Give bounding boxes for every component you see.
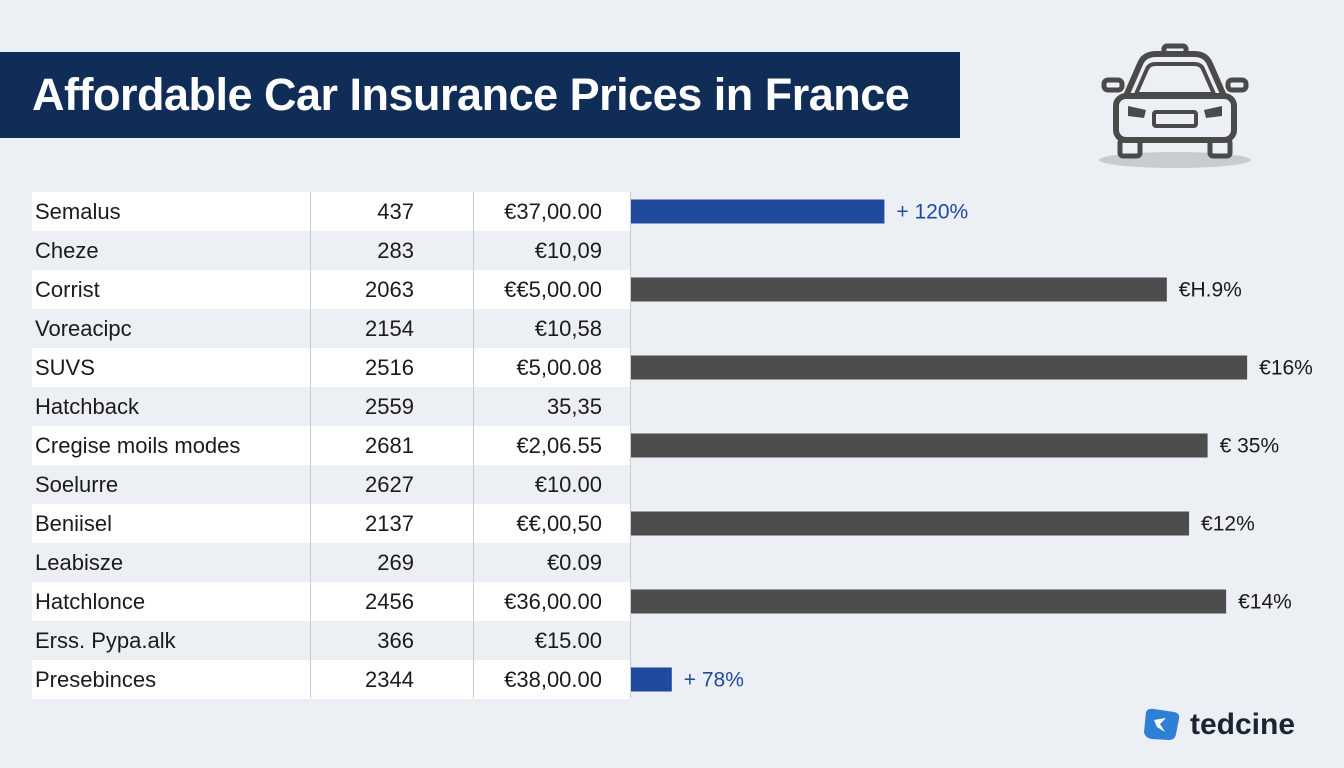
bar bbox=[631, 199, 885, 224]
table-row: Erss. Pypa.alk 366 €15.00 bbox=[32, 621, 630, 660]
row-label: Voreacipc bbox=[35, 316, 132, 341]
table-row: Semalus 437 €37,00.00 bbox=[32, 192, 630, 231]
row-price: €38,00.00 bbox=[504, 667, 602, 692]
row-price: €37,00.00 bbox=[504, 199, 602, 224]
table-row: Soelurre 2627 €10.00 bbox=[32, 465, 630, 504]
bar bbox=[631, 355, 1248, 380]
title-banner: Affordable Car Insurance Prices in Franc… bbox=[0, 52, 960, 138]
row-count: 2627 bbox=[365, 472, 414, 497]
bar-value-label: €16% bbox=[1259, 357, 1313, 380]
table-row: SUVS 2516 €5,00.08 bbox=[32, 348, 630, 387]
table-row: Presebinces 2344 €38,00.00 bbox=[32, 660, 630, 699]
bar-value-label: + 120% bbox=[896, 201, 968, 224]
bar bbox=[631, 277, 1167, 302]
bar bbox=[631, 667, 672, 692]
table-row: Leabisze 269 €0.09 bbox=[32, 543, 630, 582]
row-count: 366 bbox=[377, 628, 414, 653]
row-label: Leabisze bbox=[35, 550, 124, 575]
row-label: Hatchlonce bbox=[35, 589, 146, 614]
table-row: Beniisel 2137 €€,00,50 bbox=[32, 504, 630, 543]
row-label: Beniisel bbox=[35, 511, 113, 536]
row-label: SUVS bbox=[35, 355, 95, 380]
row-count: 2559 bbox=[365, 394, 414, 419]
row-count: 2154 bbox=[365, 316, 414, 341]
row-price: €10.00 bbox=[534, 472, 602, 497]
row-price: €10,58 bbox=[534, 316, 602, 341]
row-label: Hatchback bbox=[35, 394, 139, 419]
row-price: €10,09 bbox=[534, 238, 602, 263]
row-price: €2,06.55 bbox=[516, 433, 602, 458]
table-row: Cregise moils modes 2681 €2,06.55 bbox=[32, 426, 630, 465]
column-divider bbox=[310, 192, 311, 698]
row-count: 437 bbox=[377, 199, 414, 224]
row-count: 2344 bbox=[365, 667, 414, 692]
table-row: Voreacipc 2154 €10,58 bbox=[32, 309, 630, 348]
bar-value-label: €14% bbox=[1238, 591, 1292, 614]
row-count: 269 bbox=[377, 550, 414, 575]
row-count: 283 bbox=[377, 238, 414, 263]
bar-value-label: + 78% bbox=[684, 669, 744, 692]
row-price: €5,00.08 bbox=[516, 355, 602, 380]
row-label: Cheze bbox=[35, 238, 99, 263]
row-label: Corrist bbox=[35, 277, 100, 302]
table-row: Cheze 283 €10,09 bbox=[32, 231, 630, 270]
bar-value-label: €12% bbox=[1201, 513, 1255, 536]
row-price: €36,00.00 bbox=[504, 589, 602, 614]
table-row: Corrist 2063 €€5,00.00 bbox=[32, 270, 630, 309]
bar bbox=[631, 433, 1208, 458]
row-count: 2681 bbox=[365, 433, 414, 458]
table-row: Hatchback 2559 35,35 bbox=[32, 387, 630, 426]
row-count: 2137 bbox=[365, 511, 414, 536]
row-count: 2516 bbox=[365, 355, 414, 380]
row-price: €15.00 bbox=[534, 628, 602, 653]
row-price: €0.09 bbox=[546, 550, 602, 575]
row-price: €€,00,50 bbox=[516, 511, 602, 536]
row-label: Erss. Pypa.alk bbox=[35, 628, 176, 653]
bar-value-label: € 35% bbox=[1220, 435, 1280, 458]
bar bbox=[631, 589, 1227, 614]
price-table: Semalus 437 €37,00.00 Cheze 283 €10,09 Corrist… bbox=[32, 192, 630, 699]
row-label: Cregise moils modes bbox=[35, 433, 241, 458]
row-label: Presebinces bbox=[35, 667, 157, 692]
row-label: Soelurre bbox=[35, 472, 119, 497]
brand-logo: tedcine bbox=[1140, 702, 1320, 748]
bar bbox=[631, 511, 1190, 536]
car-icon bbox=[1099, 43, 1251, 168]
page-title: Affordable Car Insurance Prices in Franc… bbox=[32, 69, 910, 120]
row-count: 2063 bbox=[365, 277, 414, 302]
row-price: 35,35 bbox=[546, 394, 602, 419]
row-label: Semalus bbox=[35, 199, 121, 224]
column-divider bbox=[473, 192, 474, 698]
table-row: Hatchlonce 2456 €36,00.00 bbox=[32, 582, 630, 621]
brand-logo-icon bbox=[1144, 708, 1180, 740]
column-divider bbox=[630, 192, 631, 698]
row-price: €€5,00.00 bbox=[504, 277, 602, 302]
brand-name: tedcine bbox=[1190, 708, 1296, 741]
bar-value-label: €H.9% bbox=[1179, 279, 1242, 302]
row-count: 2456 bbox=[365, 589, 414, 614]
